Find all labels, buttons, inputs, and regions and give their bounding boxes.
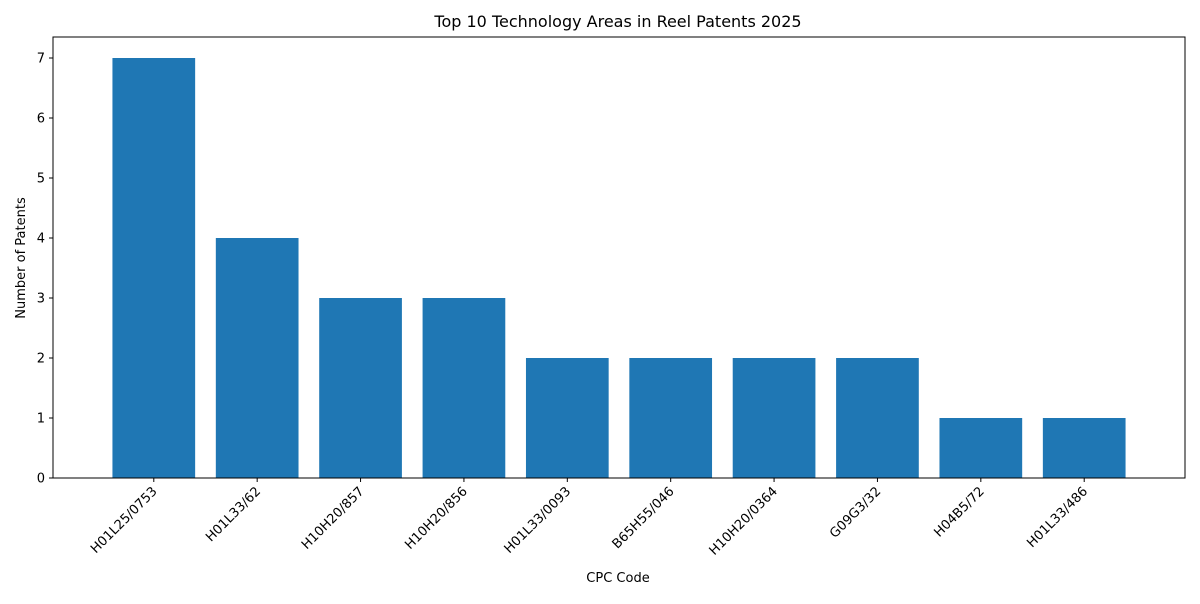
bar: [216, 238, 299, 478]
y-tick-label: 2: [37, 352, 45, 367]
x-tick-label: H01L33/62: [203, 484, 264, 545]
x-tick-label: G09G3/32: [827, 484, 884, 541]
x-tick-label: H10H20/857: [299, 484, 367, 552]
y-tick-label: 7: [37, 52, 45, 67]
x-tick-label: H10H20/856: [402, 484, 470, 552]
bar: [939, 418, 1022, 478]
bar: [733, 358, 816, 478]
y-axis-label: Number of Patents: [14, 197, 29, 319]
y-tick-label: 4: [37, 232, 45, 247]
bar: [1043, 418, 1126, 478]
y-tick-label: 6: [37, 112, 45, 127]
bar: [423, 298, 506, 478]
x-axis: H01L25/0753 H01L33/62 H10H20/857 H10H20/856…: [88, 478, 1091, 559]
x-tick-label: B65H55/046: [610, 484, 678, 552]
bar: [526, 358, 609, 478]
y-tick-label: 5: [37, 172, 45, 187]
bar: [319, 298, 402, 478]
bar: [836, 358, 919, 478]
x-tick-label: H04B5/72: [931, 484, 987, 540]
y-tick-label: 0: [37, 472, 45, 487]
y-axis: 0 1 2 3 4 5 6 7: [37, 52, 53, 487]
x-tick-label: H10H20/0364: [707, 484, 781, 558]
bar-chart: Top 10 Technology Areas in Reel Patents …: [0, 0, 1200, 600]
x-tick-label: H01L33/0093: [502, 484, 575, 557]
chart-container: Top 10 Technology Areas in Reel Patents …: [0, 0, 1200, 600]
bars-group: [112, 58, 1125, 478]
y-tick-label: 3: [37, 292, 45, 307]
x-tick-label: H01L33/486: [1024, 484, 1091, 551]
bar: [629, 358, 712, 478]
chart-title: Top 10 Technology Areas in Reel Patents …: [433, 12, 801, 31]
x-tick-label: H01L25/0753: [88, 484, 161, 557]
bar: [112, 58, 195, 478]
y-tick-label: 1: [37, 412, 45, 427]
x-axis-label: CPC Code: [586, 571, 649, 586]
